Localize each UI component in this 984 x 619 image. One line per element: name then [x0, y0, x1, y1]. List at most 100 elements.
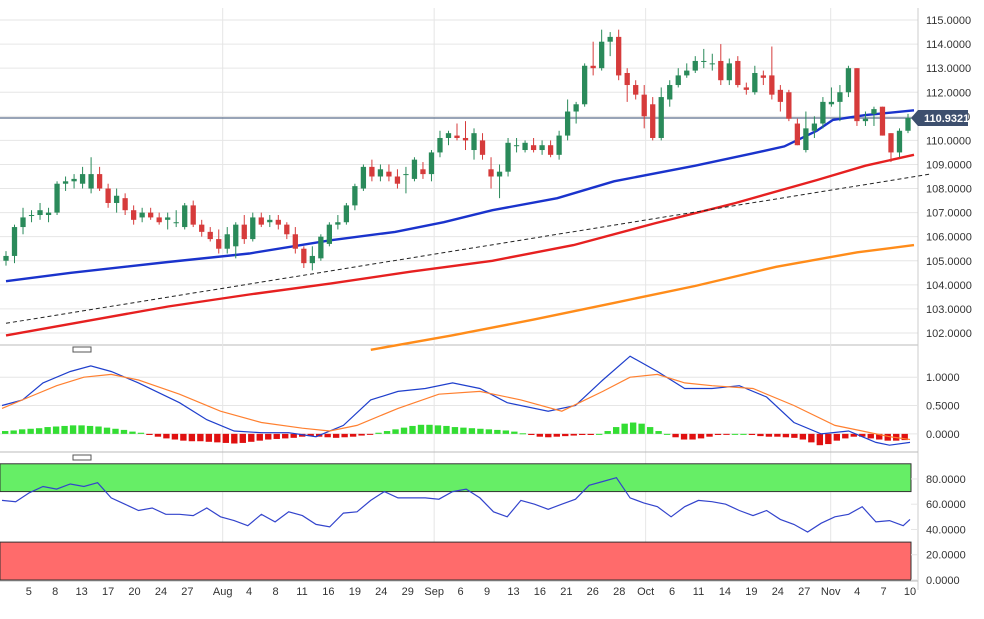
candle-body[interactable]	[624, 72, 630, 86]
candle-body[interactable]	[207, 231, 213, 240]
candle-body[interactable]	[360, 166, 367, 189]
candle-body[interactable]	[224, 234, 230, 249]
candle-body[interactable]	[675, 75, 681, 86]
candle-body[interactable]	[130, 210, 137, 220]
candle-body[interactable]	[258, 217, 264, 225]
candle-body[interactable]	[233, 224, 239, 247]
candle-body[interactable]	[488, 169, 494, 177]
candle-body[interactable]	[692, 60, 698, 71]
candle-body[interactable]	[182, 205, 188, 228]
candle-body[interactable]	[190, 205, 196, 225]
candle-body[interactable]	[471, 133, 477, 151]
candle-body[interactable]	[590, 65, 596, 69]
oscillator-drag-handle[interactable]	[72, 346, 92, 353]
candle-body[interactable]	[513, 145, 520, 147]
candle-body[interactable]	[394, 176, 401, 184]
candle-body[interactable]	[343, 205, 350, 223]
candle-body[interactable]	[896, 130, 903, 153]
candle-body[interactable]	[352, 186, 358, 206]
candle-body[interactable]	[650, 104, 656, 138]
candle-body[interactable]	[428, 152, 435, 175]
candle-body[interactable]	[37, 210, 43, 216]
candle-body[interactable]	[284, 224, 290, 235]
candle-body[interactable]	[462, 137, 469, 141]
candle-body[interactable]	[505, 142, 511, 172]
candle-body[interactable]	[411, 159, 418, 179]
candle-body[interactable]	[599, 41, 605, 69]
candle-body[interactable]	[667, 85, 673, 100]
candle-body[interactable]	[54, 183, 60, 213]
candle-body[interactable]	[71, 178, 77, 182]
candle-body[interactable]	[250, 217, 256, 240]
candle-body[interactable]	[828, 101, 835, 105]
candle-body[interactable]	[309, 255, 315, 264]
candle-body[interactable]	[862, 118, 869, 122]
candle-body[interactable]	[96, 174, 103, 189]
candle-body[interactable]	[641, 94, 647, 117]
candle-body[interactable]	[62, 181, 69, 184]
candle-body[interactable]	[445, 133, 452, 138]
candle-body[interactable]	[165, 217, 171, 220]
candle-body[interactable]	[752, 72, 758, 93]
candle-body[interactable]	[760, 75, 766, 78]
candle-body[interactable]	[241, 224, 247, 240]
candle-body[interactable]	[547, 145, 554, 155]
candle-body[interactable]	[437, 137, 443, 153]
candle-body[interactable]	[369, 166, 375, 177]
candle-body[interactable]	[718, 60, 724, 81]
candle-body[interactable]	[28, 215, 35, 217]
candle-body[interactable]	[616, 36, 622, 76]
candle-body[interactable]	[148, 212, 154, 218]
candles-layer[interactable]	[3, 29, 911, 271]
candle-body[interactable]	[709, 63, 715, 65]
candle-body[interactable]	[496, 171, 503, 177]
candle-body[interactable]	[216, 239, 222, 249]
candle-body[interactable]	[275, 219, 281, 225]
candle-body[interactable]	[105, 188, 111, 203]
candle-body[interactable]	[292, 234, 298, 249]
candle-body[interactable]	[811, 123, 818, 131]
candle-body[interactable]	[701, 60, 707, 62]
candle-body[interactable]	[539, 145, 545, 151]
candle-body[interactable]	[607, 36, 613, 42]
candle-body[interactable]	[564, 111, 571, 136]
candle-body[interactable]	[326, 224, 333, 244]
candle-body[interactable]	[820, 101, 826, 124]
candle-body[interactable]	[633, 85, 639, 95]
candle-body[interactable]	[403, 174, 409, 176]
candle-body[interactable]	[581, 65, 588, 105]
candle-body[interactable]	[845, 68, 852, 93]
candle-body[interactable]	[479, 140, 486, 155]
candle-body[interactable]	[769, 75, 775, 95]
candle-body[interactable]	[88, 174, 94, 189]
candle-body[interactable]	[454, 135, 460, 138]
candle-body[interactable]	[854, 68, 860, 122]
candle-body[interactable]	[530, 145, 537, 151]
candle-body[interactable]	[726, 63, 732, 81]
candle-body[interactable]	[377, 169, 384, 177]
candle-body[interactable]	[905, 118, 911, 131]
candle-body[interactable]	[267, 219, 273, 223]
candle-body[interactable]	[139, 212, 145, 218]
candle-body[interactable]	[386, 171, 392, 177]
candle-body[interactable]	[794, 123, 801, 146]
candle-body[interactable]	[113, 195, 120, 203]
candle-body[interactable]	[777, 89, 784, 102]
candle-body[interactable]	[879, 106, 886, 136]
candle-body[interactable]	[556, 135, 562, 155]
candle-body[interactable]	[786, 92, 792, 119]
candle-body[interactable]	[3, 255, 9, 261]
candle-body[interactable]	[45, 212, 52, 216]
candle-body[interactable]	[335, 222, 341, 225]
panel-drag-handles[interactable]	[72, 346, 92, 461]
candle-body[interactable]	[684, 70, 690, 76]
candle-body[interactable]	[318, 236, 324, 259]
candle-body[interactable]	[743, 87, 749, 90]
candle-body[interactable]	[888, 133, 894, 153]
candle-body[interactable]	[20, 217, 26, 228]
candle-body[interactable]	[837, 92, 843, 102]
candle-body[interactable]	[871, 109, 877, 114]
candle-body[interactable]	[199, 224, 205, 232]
candle-body[interactable]	[79, 174, 86, 184]
candle-body[interactable]	[173, 222, 179, 224]
